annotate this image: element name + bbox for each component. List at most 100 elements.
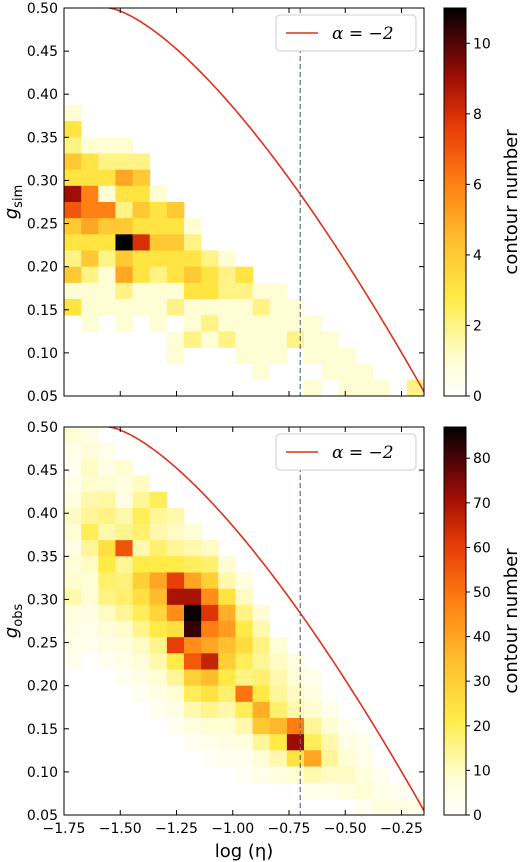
heatmap-cell	[132, 202, 151, 219]
heatmap-cell	[304, 750, 322, 767]
heatmap-cell	[201, 637, 219, 654]
heatmap-cell	[372, 766, 391, 784]
heatmap-cell	[218, 637, 236, 654]
heatmap-cell	[98, 169, 116, 187]
heatmap-cell	[166, 685, 185, 703]
heatmap-cell	[149, 540, 168, 557]
heatmap-cell	[184, 604, 202, 622]
heatmap-cell	[64, 604, 82, 622]
heatmap-cell	[184, 299, 202, 316]
colorbar-tick-label: 2	[473, 318, 482, 334]
heatmap-cell	[64, 556, 82, 573]
heatmap-cell	[218, 685, 236, 703]
heatmap-cell	[321, 701, 339, 719]
heatmap-cell	[149, 282, 168, 300]
colorbar-gradient	[443, 7, 467, 397]
heatmap-cell	[166, 347, 185, 365]
heatmap-cell	[166, 202, 185, 219]
y-tick-label: 0.30	[27, 173, 58, 189]
heatmap-cell	[115, 507, 133, 525]
colorbar-tick-label: 0	[473, 808, 482, 824]
heatmap-cell	[132, 556, 151, 573]
heatmap-cell	[115, 491, 133, 509]
heatmap-cell	[184, 250, 202, 268]
heatmap-cell	[218, 299, 236, 316]
heatmap-cell	[98, 524, 116, 541]
heatmap-cell	[132, 153, 151, 171]
heatmap-cell	[321, 363, 339, 381]
heatmap-cell	[166, 218, 185, 235]
heatmap-cell	[166, 540, 185, 557]
heatmap-cell	[235, 347, 253, 365]
heatmap-cell	[149, 202, 168, 219]
heatmap-cell	[201, 621, 219, 638]
heatmap-cell	[235, 701, 253, 719]
heatmap-cell	[218, 621, 236, 638]
heatmap-cell	[286, 315, 305, 332]
heatmap-cell	[218, 750, 236, 767]
x-tick-label: −1.25	[155, 821, 198, 837]
heatmap-cell	[166, 331, 185, 348]
heatmap-cell	[132, 475, 151, 493]
heatmap-cell	[201, 701, 219, 719]
reference-curve	[108, 7, 425, 393]
heatmap-cells	[64, 427, 425, 816]
heatmap-cell	[132, 234, 151, 251]
heatmap-cell	[304, 718, 322, 735]
heatmap-cell	[149, 507, 168, 525]
heatmap-cell	[64, 121, 82, 138]
heatmap-cell	[64, 459, 82, 476]
heatmap-cell	[98, 299, 116, 316]
heatmap-cell	[286, 299, 305, 316]
heatmap-cell	[355, 798, 374, 816]
heatmap-cell	[184, 653, 202, 670]
heatmap-cell	[81, 282, 99, 300]
heatmap-cell	[218, 653, 236, 670]
heatmap-cell	[321, 750, 339, 767]
heatmap-cell	[81, 315, 99, 332]
y-tick-label: 0.05	[27, 808, 58, 824]
y-tick-label: 0.25	[27, 217, 58, 233]
heatmap-cell	[218, 701, 236, 719]
heatmap-cell	[98, 202, 116, 219]
legend: α = −2	[275, 433, 417, 471]
heatmap-cell	[372, 798, 391, 816]
heatmap-cell	[184, 637, 202, 654]
colorbar-tick-label: 10	[473, 36, 491, 52]
heatmap-cell	[132, 282, 151, 300]
heatmap-cell	[98, 250, 116, 268]
heatmap-cell	[355, 782, 374, 800]
heatmap-cell	[149, 653, 168, 670]
heatmap-cell	[355, 734, 374, 751]
heatmap-cell	[218, 572, 236, 590]
heatmap-cell	[64, 218, 82, 235]
heatmap-cell	[98, 507, 116, 525]
heatmap-cell	[184, 218, 202, 235]
heatmap-cell	[235, 604, 253, 622]
heatmap-cell	[269, 282, 288, 300]
heatmap-cell	[184, 266, 202, 284]
heatmap-cell	[184, 718, 202, 735]
heatmap-cell	[252, 766, 271, 784]
colorbar-tick-label: 60	[473, 540, 491, 556]
heatmap-cell	[286, 669, 305, 687]
heatmap-cell	[235, 572, 253, 590]
heatmap-cell	[115, 282, 133, 300]
heatmap-cell	[235, 331, 253, 348]
heatmap-cell	[149, 604, 168, 622]
heatmap-cell	[286, 685, 305, 703]
heatmap-cell	[115, 653, 133, 670]
heatmap-cell	[115, 669, 133, 687]
heatmap-cell	[269, 766, 288, 784]
heatmap-cell	[64, 507, 82, 525]
heatmap-cell	[166, 507, 185, 525]
y-tick-label: 0.45	[27, 463, 58, 479]
heatmap-cell	[98, 604, 116, 622]
heatmap-cell	[166, 572, 185, 590]
heatmap-cell	[64, 153, 82, 171]
heatmap-cell	[201, 669, 219, 687]
y-axis-label: gsim	[1, 185, 26, 220]
y-tick-label: 0.20	[27, 679, 58, 695]
heatmap-cell	[115, 524, 133, 541]
heatmap-cell	[338, 347, 356, 365]
